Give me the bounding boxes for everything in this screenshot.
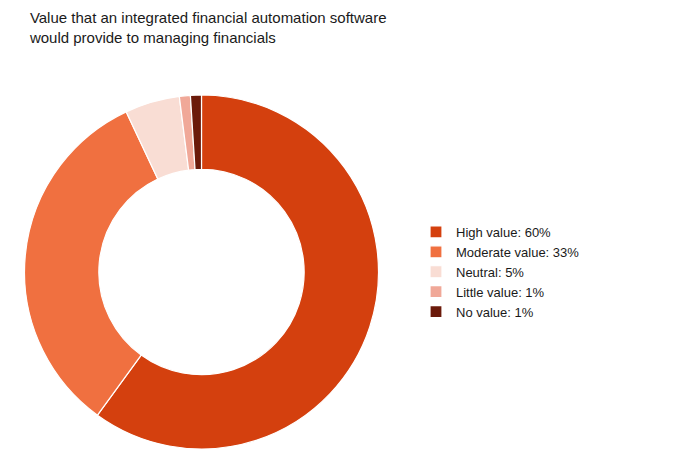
- svg-text:Value that an integrated finan: Value that an integrated financial autom…: [29, 9, 387, 46]
- svg-text:High value: 60%: High value: 60%: [456, 225, 551, 240]
- svg-text:Little value: 1%: Little value: 1%: [456, 285, 545, 300]
- svg-text:Neutral: 5%: Neutral: 5%: [456, 265, 524, 280]
- svg-text:Moderate value: 33%: Moderate value: 33%: [456, 245, 579, 260]
- svg-text:No value: 1%: No value: 1%: [456, 305, 534, 320]
